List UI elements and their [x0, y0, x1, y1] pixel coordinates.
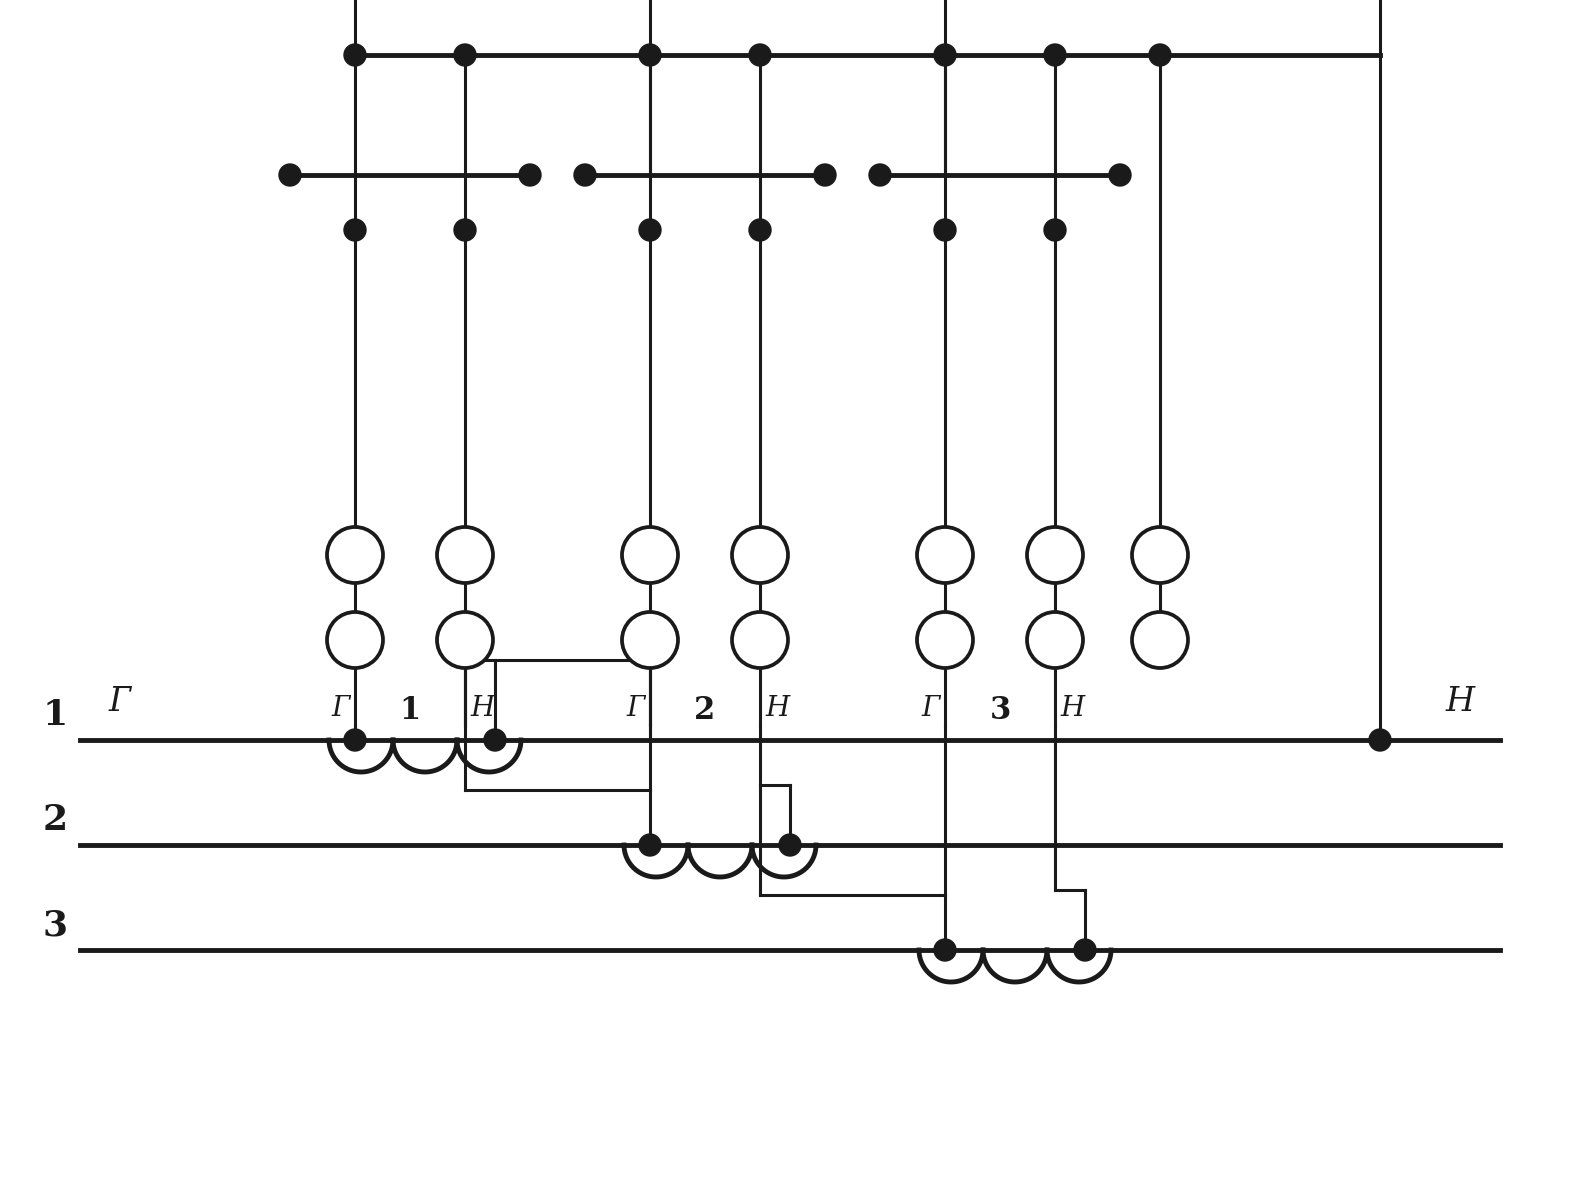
- Circle shape: [327, 527, 382, 583]
- Text: 3: 3: [42, 907, 68, 942]
- Circle shape: [1369, 729, 1391, 750]
- Text: 1: 1: [42, 699, 68, 732]
- Circle shape: [438, 612, 493, 668]
- Circle shape: [345, 219, 367, 241]
- Circle shape: [622, 612, 678, 668]
- Text: 1: 1: [400, 695, 420, 726]
- Text: Н: Н: [1059, 695, 1084, 722]
- Circle shape: [749, 219, 771, 241]
- Circle shape: [779, 834, 801, 856]
- Text: Н: Н: [471, 695, 494, 722]
- Text: 2: 2: [42, 804, 68, 837]
- Circle shape: [639, 44, 661, 66]
- Circle shape: [483, 729, 505, 750]
- Circle shape: [1132, 612, 1188, 668]
- Circle shape: [933, 939, 955, 961]
- Circle shape: [1026, 527, 1083, 583]
- Circle shape: [732, 612, 789, 668]
- Circle shape: [732, 527, 789, 583]
- Circle shape: [918, 612, 973, 668]
- Circle shape: [1044, 44, 1066, 66]
- Text: Н: Н: [1445, 686, 1475, 717]
- Circle shape: [345, 44, 367, 66]
- Text: 3: 3: [990, 695, 1011, 726]
- Text: Г: Г: [922, 695, 940, 722]
- Circle shape: [639, 834, 661, 856]
- Circle shape: [622, 527, 678, 583]
- Circle shape: [1026, 612, 1083, 668]
- Circle shape: [575, 164, 597, 186]
- Text: Г: Г: [332, 695, 349, 722]
- Circle shape: [749, 44, 771, 66]
- Circle shape: [639, 219, 661, 241]
- Circle shape: [279, 164, 301, 186]
- Circle shape: [453, 219, 475, 241]
- Text: Г: Г: [109, 686, 131, 717]
- Circle shape: [327, 612, 382, 668]
- Circle shape: [1132, 527, 1188, 583]
- Text: Г: Г: [626, 695, 645, 722]
- Circle shape: [1044, 219, 1066, 241]
- Circle shape: [918, 527, 973, 583]
- Circle shape: [438, 527, 493, 583]
- Circle shape: [1073, 939, 1096, 961]
- Circle shape: [933, 219, 955, 241]
- Text: 2: 2: [694, 695, 716, 726]
- Circle shape: [1110, 164, 1132, 186]
- Circle shape: [519, 164, 541, 186]
- Circle shape: [814, 164, 836, 186]
- Circle shape: [1149, 44, 1171, 66]
- Circle shape: [869, 164, 891, 186]
- Circle shape: [453, 44, 475, 66]
- Circle shape: [345, 729, 367, 750]
- Circle shape: [933, 44, 955, 66]
- Text: Н: Н: [765, 695, 789, 722]
